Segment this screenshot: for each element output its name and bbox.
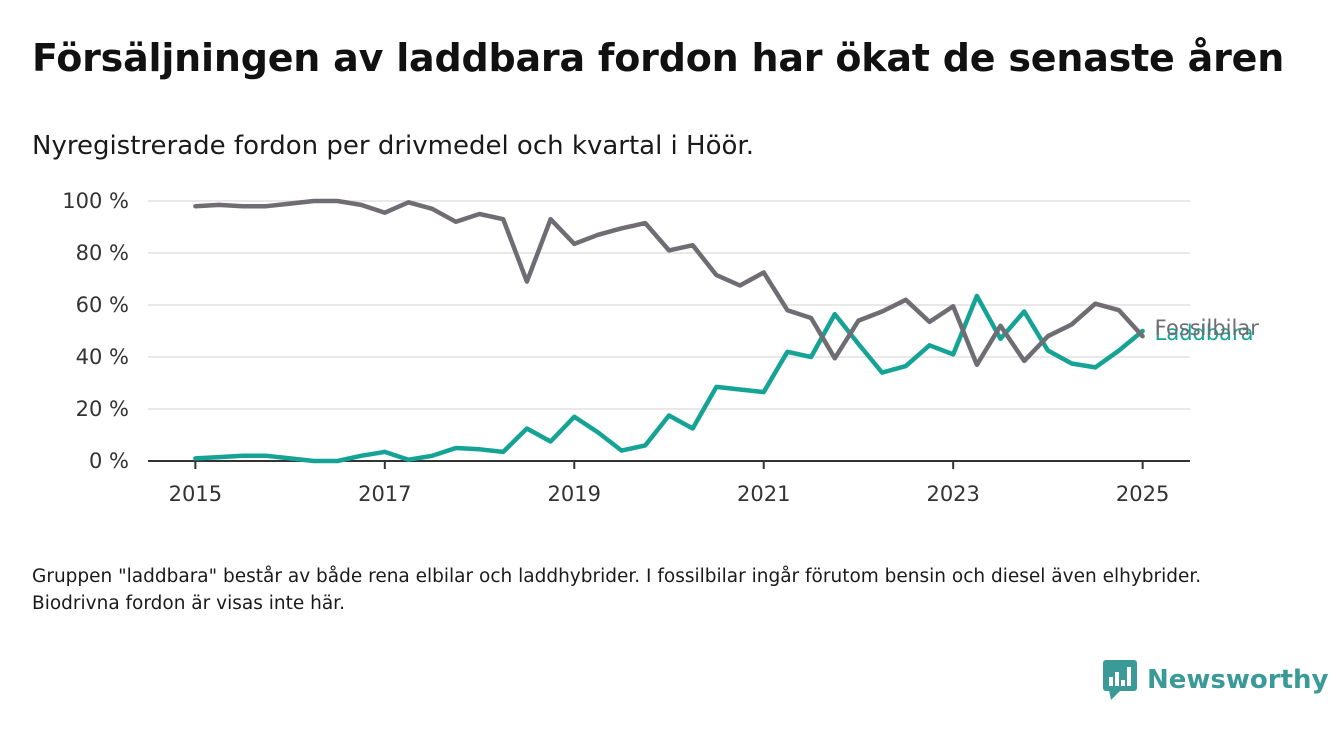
brand-name: Newsworthy bbox=[1147, 665, 1329, 695]
x-tick-label: 2017 bbox=[358, 482, 411, 506]
series-label-fossilbilar: Fossilbilar bbox=[1155, 316, 1260, 340]
chart-subtitle: Nyregistrerade fordon per drivmedel och … bbox=[32, 131, 754, 161]
series-line-laddbara bbox=[193, 293, 1145, 464]
x-tick-label: 2021 bbox=[737, 482, 790, 506]
x-tick-label: 2023 bbox=[926, 482, 979, 506]
y-tick-label: 60 % bbox=[76, 293, 129, 317]
y-axis-ticks: 0 % 20 % 40 % 60 % 80 % 100 % bbox=[62, 189, 129, 473]
footnote: Gruppen "laddbara" består av både rena e… bbox=[32, 566, 1202, 614]
y-tick-label: 80 % bbox=[76, 241, 129, 265]
series-lines bbox=[193, 198, 1145, 464]
x-tick-label: 2019 bbox=[548, 482, 601, 506]
y-tick-label: 0 % bbox=[89, 449, 129, 473]
y-tick-label: 100 % bbox=[62, 189, 129, 213]
grid-lines bbox=[148, 200, 1190, 410]
newsworthy-logo[interactable]: Newsworthy bbox=[1103, 660, 1328, 700]
series-line-fossilbilar bbox=[193, 198, 1145, 368]
newsworthy-bars-icon bbox=[1103, 660, 1137, 700]
x-axis-ticks: 2015 2017 2019 2021 2023 2025 bbox=[169, 461, 1169, 506]
series-label-laddbara: Laddbara bbox=[1155, 321, 1254, 345]
x-tick-label: 2025 bbox=[1116, 482, 1169, 506]
y-tick-label: 40 % bbox=[76, 345, 129, 369]
x-tick-label: 2015 bbox=[169, 482, 222, 506]
chart-title: Försäljningen av laddbara fordon har öka… bbox=[32, 36, 1285, 80]
y-tick-label: 20 % bbox=[76, 397, 129, 421]
